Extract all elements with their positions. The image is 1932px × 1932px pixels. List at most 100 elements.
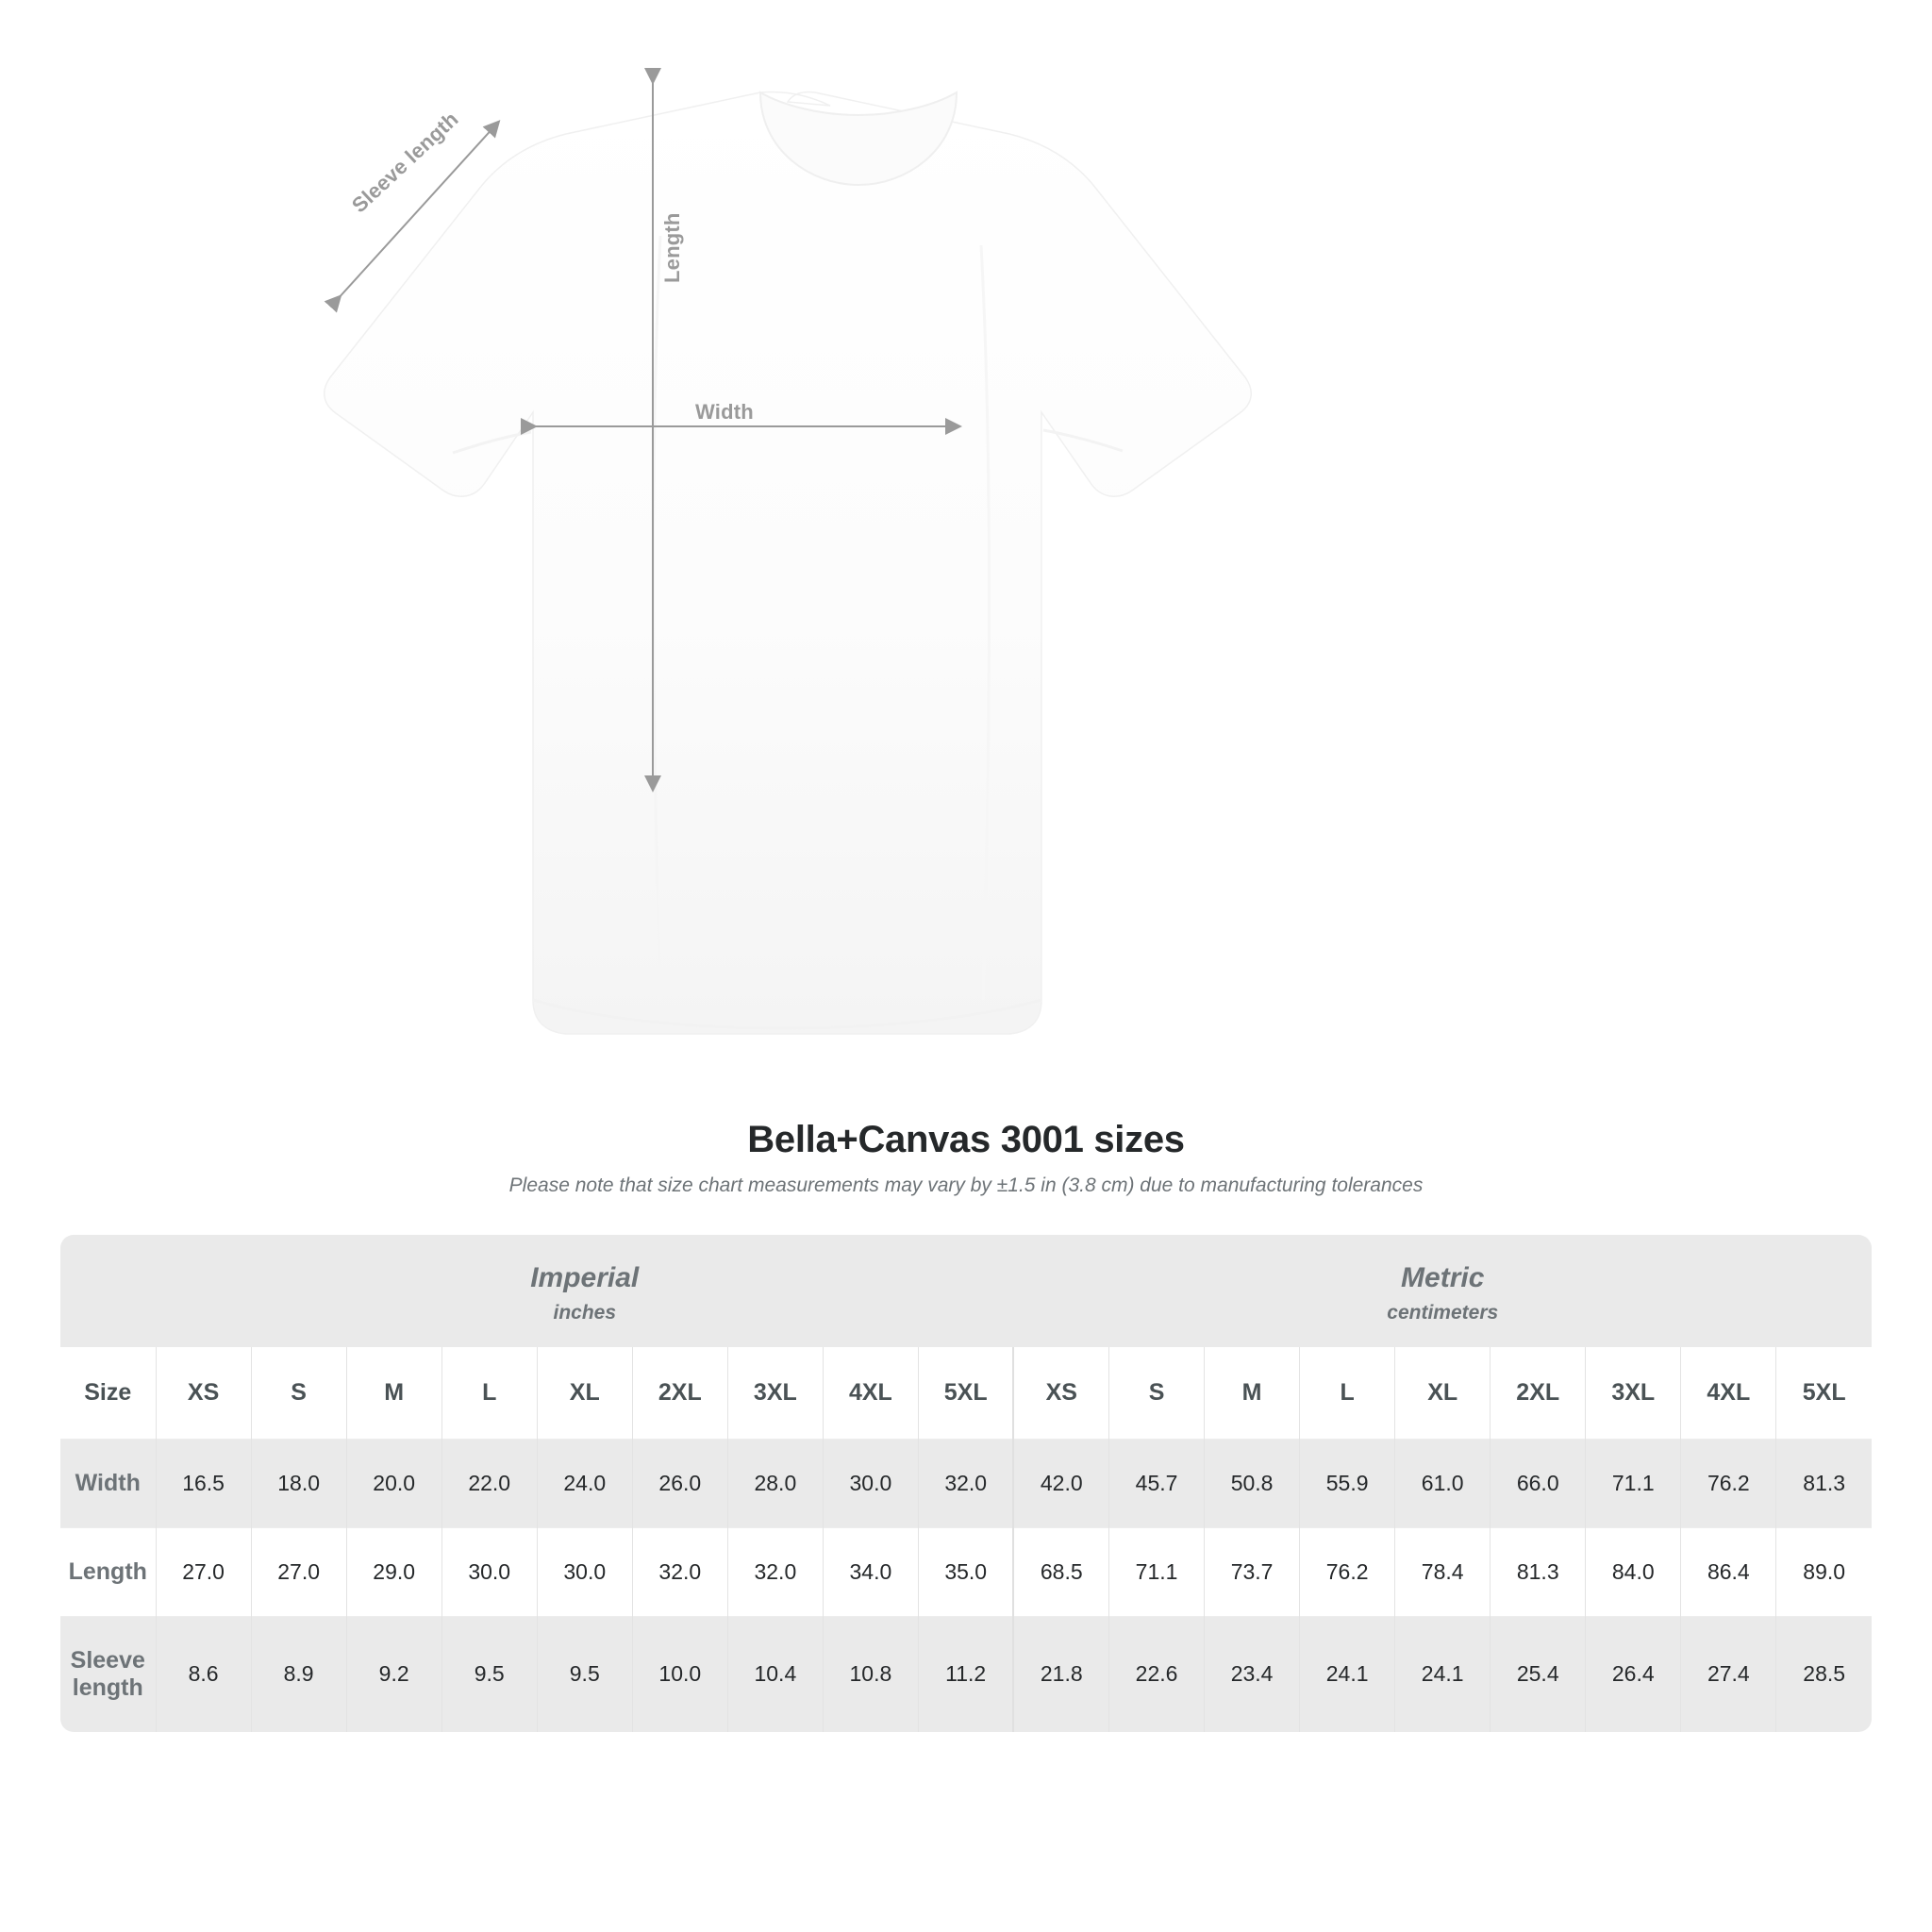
cell-width-met-5xl: 81.3 <box>1775 1438 1872 1527</box>
cell-length-imp-m: 29.0 <box>345 1526 442 1616</box>
cell-length-imp-l: 30.0 <box>441 1526 538 1616</box>
imperial-unit: inches <box>553 1301 617 1324</box>
cell-width-imp-4xl: 30.0 <box>822 1438 919 1527</box>
size-col-met-2xl: 2XL <box>1490 1346 1586 1439</box>
cell-width-met-4xl: 76.2 <box>1680 1438 1776 1527</box>
row-label-sleeve-length: Sleeve length <box>60 1615 157 1732</box>
size-col-met-xs: XS <box>1012 1346 1109 1439</box>
cell-width-met-xs: 42.0 <box>1012 1438 1109 1527</box>
page-title: Bella+Canvas 3001 sizes <box>747 1119 1185 1160</box>
size-col-imp-xs: XS <box>155 1346 252 1439</box>
cell-length-met-4xl: 86.4 <box>1680 1526 1776 1616</box>
size-table-container: Imperial inches Metric centimeters Size … <box>0 1235 1932 1732</box>
cell-width-imp-s: 18.0 <box>250 1438 347 1527</box>
garment-diagram: Sleeve length Length Width <box>324 68 1252 1035</box>
size-col-imp-xl: XL <box>536 1346 633 1439</box>
row-label-length: Length <box>60 1526 157 1616</box>
size-col-met-xl: XL <box>1394 1346 1491 1439</box>
size-col-imp-l: L <box>441 1346 538 1439</box>
cell-width-met-2xl: 66.0 <box>1490 1438 1586 1527</box>
tshirt-shape <box>324 91 1252 1035</box>
metric-label: Metric <box>1401 1262 1485 1293</box>
cell-sleeve-imp-2xl: 10.0 <box>631 1615 728 1732</box>
imperial-label: Imperial <box>530 1262 640 1293</box>
size-col-met-3xl: 3XL <box>1585 1346 1681 1439</box>
cell-sleeve-imp-s: 8.9 <box>250 1615 347 1732</box>
size-col-imp-3xl: 3XL <box>726 1346 824 1439</box>
cell-width-imp-m: 20.0 <box>345 1438 442 1527</box>
cell-length-met-m: 73.7 <box>1204 1526 1300 1616</box>
unit-group-imperial: Imperial inches <box>156 1235 1014 1347</box>
unit-group-metric: Metric centimeters <box>1013 1235 1872 1347</box>
size-col-met-4xl: 4XL <box>1680 1346 1776 1439</box>
row-label-width: Width <box>60 1438 157 1527</box>
unit-group-spacer <box>60 1235 157 1347</box>
tolerance-note: Please note that size chart measurements… <box>508 1174 1424 1196</box>
unit-group-header-row: Imperial inches Metric centimeters <box>60 1235 1872 1347</box>
cell-sleeve-imp-xl: 9.5 <box>536 1615 633 1732</box>
cell-width-met-s: 45.7 <box>1108 1438 1205 1527</box>
cell-sleeve-met-2xl: 25.4 <box>1490 1615 1586 1732</box>
cell-width-met-3xl: 71.1 <box>1585 1438 1681 1527</box>
cell-width-met-xl: 61.0 <box>1394 1438 1491 1527</box>
size-table: Imperial inches Metric centimeters Size … <box>60 1235 1872 1732</box>
cell-length-imp-s: 27.0 <box>250 1526 347 1616</box>
cell-length-imp-xs: 27.0 <box>155 1526 252 1616</box>
cell-length-met-3xl: 84.0 <box>1585 1526 1681 1616</box>
size-header-row: Size XS S M L XL 2XL 3XL 4XL 5XL XS S M … <box>60 1346 1872 1439</box>
cell-length-met-2xl: 81.3 <box>1490 1526 1586 1616</box>
size-col-imp-m: M <box>345 1346 442 1439</box>
length-label: Length <box>660 212 684 283</box>
cell-width-imp-3xl: 28.0 <box>726 1438 824 1527</box>
table-row: Sleeve length 8.6 8.9 9.2 9.5 9.5 10.0 1… <box>60 1615 1872 1732</box>
tshirt-illustration <box>324 68 1252 1035</box>
size-col-imp-2xl: 2XL <box>631 1346 728 1439</box>
table-row: Width 16.5 18.0 20.0 22.0 24.0 26.0 28.0… <box>60 1438 1872 1527</box>
size-col-met-s: S <box>1108 1346 1205 1439</box>
cell-sleeve-imp-5xl: 11.2 <box>917 1615 1014 1732</box>
cell-width-imp-xs: 16.5 <box>155 1438 252 1527</box>
cell-sleeve-met-s: 22.6 <box>1108 1615 1205 1732</box>
cell-width-imp-5xl: 32.0 <box>917 1438 1014 1527</box>
sleeve-length-arrow <box>324 120 501 313</box>
width-label: Width <box>695 400 754 424</box>
cell-sleeve-met-l: 24.1 <box>1299 1615 1395 1732</box>
cell-width-imp-2xl: 26.0 <box>631 1438 728 1527</box>
cell-sleeve-imp-l: 9.5 <box>441 1615 538 1732</box>
cell-sleeve-met-xl: 24.1 <box>1394 1615 1491 1732</box>
cell-length-imp-5xl: 35.0 <box>917 1526 1014 1616</box>
metric-unit: centimeters <box>1387 1301 1499 1324</box>
cell-length-met-l: 76.2 <box>1299 1526 1395 1616</box>
size-col-met-5xl: 5XL <box>1775 1346 1872 1439</box>
cell-sleeve-met-5xl: 28.5 <box>1775 1615 1872 1732</box>
cell-length-met-s: 71.1 <box>1108 1526 1205 1616</box>
cell-sleeve-met-3xl: 26.4 <box>1585 1615 1681 1732</box>
cell-length-met-xl: 78.4 <box>1394 1526 1491 1616</box>
cell-length-met-5xl: 89.0 <box>1775 1526 1872 1616</box>
cell-sleeve-imp-3xl: 10.4 <box>726 1615 824 1732</box>
cell-sleeve-met-xs: 21.8 <box>1012 1615 1109 1732</box>
size-col-imp-5xl: 5XL <box>917 1346 1014 1439</box>
table-row: Length 27.0 27.0 29.0 30.0 30.0 32.0 32.… <box>60 1526 1872 1616</box>
size-col-met-m: M <box>1204 1346 1300 1439</box>
chart-heading: Bella+Canvas 3001 sizes Please note that… <box>0 1119 1932 1197</box>
cell-length-met-xs: 68.5 <box>1012 1526 1109 1616</box>
cell-width-met-l: 55.9 <box>1299 1438 1395 1527</box>
cell-width-imp-l: 22.0 <box>441 1438 538 1527</box>
cell-width-met-m: 50.8 <box>1204 1438 1300 1527</box>
size-col-imp-4xl: 4XL <box>822 1346 919 1439</box>
cell-sleeve-imp-4xl: 10.8 <box>822 1615 919 1732</box>
cell-length-imp-xl: 30.0 <box>536 1526 633 1616</box>
cell-length-imp-4xl: 34.0 <box>822 1526 919 1616</box>
size-header-label: Size <box>60 1346 157 1439</box>
cell-length-imp-3xl: 32.0 <box>726 1526 824 1616</box>
cell-width-imp-xl: 24.0 <box>536 1438 633 1527</box>
cell-sleeve-imp-xs: 8.6 <box>155 1615 252 1732</box>
cell-sleeve-met-4xl: 27.4 <box>1680 1615 1776 1732</box>
cell-length-imp-2xl: 32.0 <box>631 1526 728 1616</box>
size-col-imp-s: S <box>250 1346 347 1439</box>
cell-sleeve-imp-m: 9.2 <box>345 1615 442 1732</box>
size-col-met-l: L <box>1299 1346 1395 1439</box>
cell-sleeve-met-m: 23.4 <box>1204 1615 1300 1732</box>
